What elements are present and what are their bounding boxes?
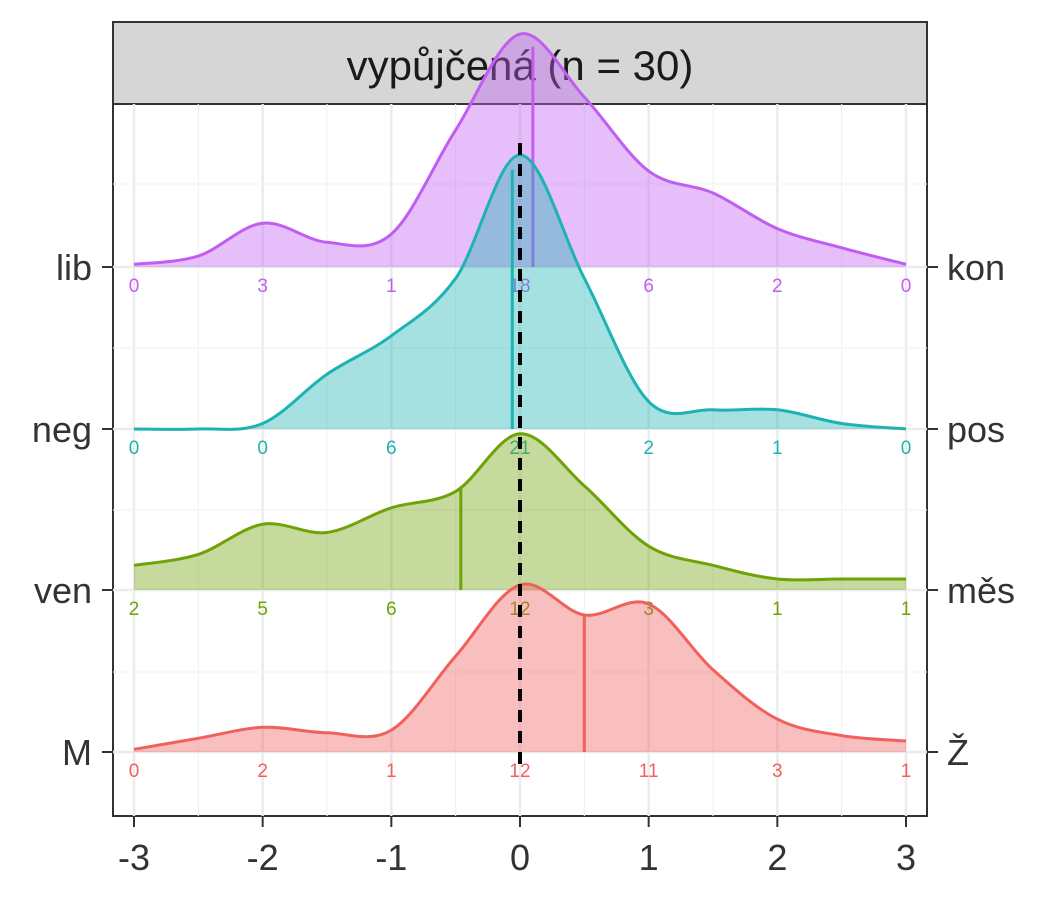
- count-label: 0: [129, 761, 140, 782]
- y-label-right: pos: [947, 409, 1005, 450]
- y-label-right: měs: [947, 570, 1015, 611]
- x-tick-label: 2: [767, 837, 787, 878]
- count-label: 2: [257, 761, 268, 782]
- count-label: 6: [386, 599, 397, 620]
- count-label: 0: [901, 276, 912, 297]
- count-label: 1: [901, 599, 912, 620]
- count-label: 0: [257, 438, 268, 459]
- count-label: 12: [509, 761, 530, 782]
- density-line: [133, 432, 906, 582]
- y-label-left: lib: [56, 247, 92, 288]
- count-label: 18: [509, 276, 530, 297]
- y-label-right: Ž: [947, 732, 969, 773]
- count-label: 6: [386, 438, 397, 459]
- count-label: 2: [772, 276, 783, 297]
- facet-title: vypůjčená (n = 30): [347, 42, 694, 89]
- count-label: 1: [386, 276, 397, 297]
- x-tick-label: 1: [639, 837, 659, 878]
- x-tick-label: -1: [375, 837, 407, 878]
- x-tick-label: -2: [247, 837, 279, 878]
- x-tick-label: 3: [896, 837, 916, 878]
- count-label: 0: [129, 276, 140, 297]
- count-label: 0: [901, 438, 912, 459]
- density-area: [134, 583, 906, 752]
- x-tick-label: -3: [118, 837, 150, 878]
- count-label: 1: [386, 761, 397, 782]
- count-label: 0: [129, 438, 140, 459]
- y-label-left: neg: [32, 409, 92, 450]
- y-label-right: kon: [947, 247, 1005, 288]
- count-label: 3: [643, 599, 654, 620]
- count-label: 2: [129, 599, 140, 620]
- x-tick-label: 0: [510, 837, 530, 878]
- count-label: 2: [643, 438, 654, 459]
- density-line: [133, 153, 907, 431]
- count-label: 3: [772, 761, 783, 782]
- count-label: 6: [643, 276, 654, 297]
- density-line: [133, 32, 907, 266]
- count-label: 5: [257, 599, 268, 620]
- y-label-left: ven: [34, 570, 92, 611]
- count-label: 1: [772, 599, 783, 620]
- count-label: 1: [901, 761, 912, 782]
- facet-strip: [112, 21, 928, 105]
- y-label-left: M: [62, 732, 92, 773]
- count-label: 1: [772, 438, 783, 459]
- count-label: 3: [257, 276, 268, 297]
- count-label: 11: [639, 761, 659, 782]
